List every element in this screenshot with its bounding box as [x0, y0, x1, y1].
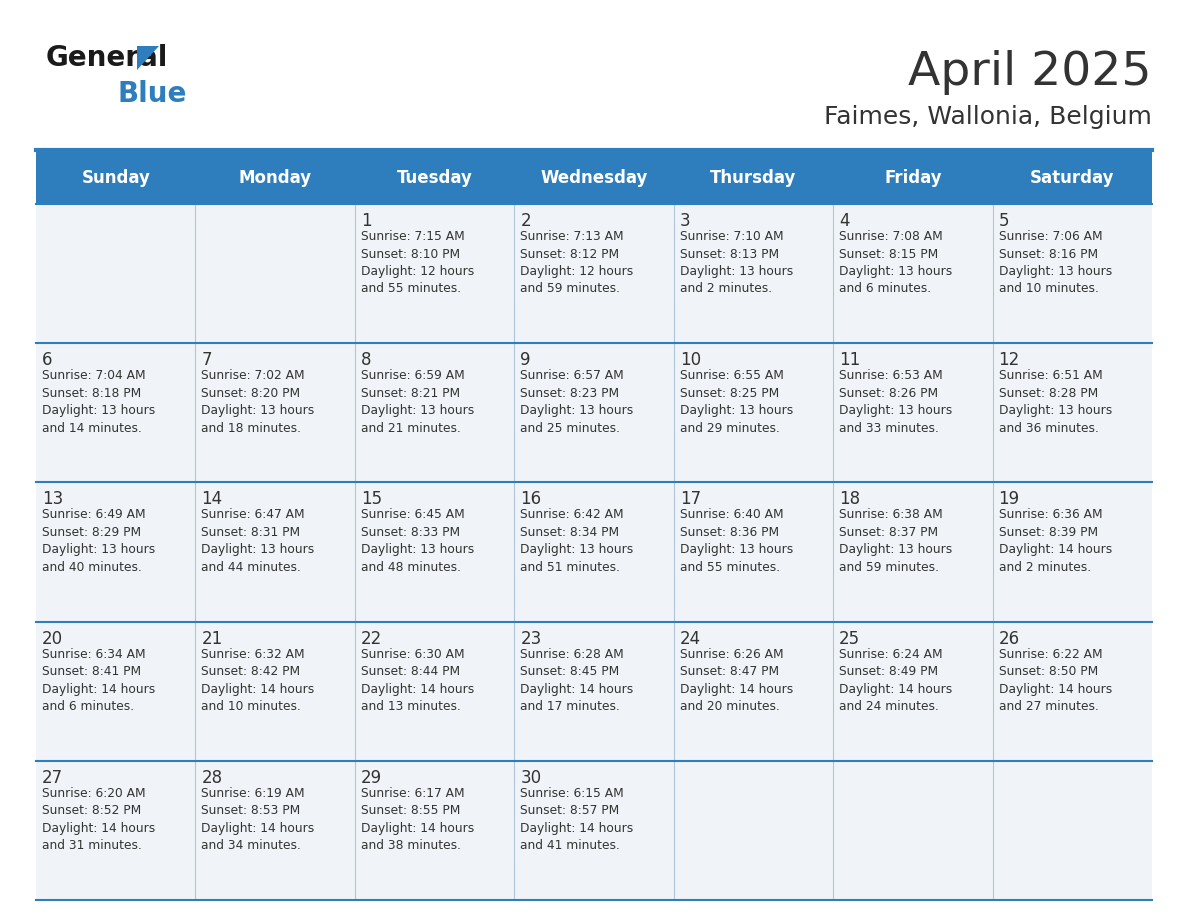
- Text: Sunrise: 7:10 AM
Sunset: 8:13 PM
Daylight: 13 hours
and 2 minutes.: Sunrise: 7:10 AM Sunset: 8:13 PM Dayligh…: [680, 230, 792, 296]
- Text: 5: 5: [999, 212, 1009, 230]
- Text: 13: 13: [42, 490, 63, 509]
- Text: Sunrise: 6:45 AM
Sunset: 8:33 PM
Daylight: 13 hours
and 48 minutes.: Sunrise: 6:45 AM Sunset: 8:33 PM Dayligh…: [361, 509, 474, 574]
- Text: 9: 9: [520, 352, 531, 369]
- Text: Sunrise: 6:57 AM
Sunset: 8:23 PM
Daylight: 13 hours
and 25 minutes.: Sunrise: 6:57 AM Sunset: 8:23 PM Dayligh…: [520, 369, 633, 435]
- Text: 14: 14: [202, 490, 222, 509]
- Text: 29: 29: [361, 768, 383, 787]
- Text: Sunrise: 6:26 AM
Sunset: 8:47 PM
Daylight: 14 hours
and 20 minutes.: Sunrise: 6:26 AM Sunset: 8:47 PM Dayligh…: [680, 647, 792, 713]
- Text: Monday: Monday: [239, 169, 311, 187]
- Text: Sunrise: 7:08 AM
Sunset: 8:15 PM
Daylight: 13 hours
and 6 minutes.: Sunrise: 7:08 AM Sunset: 8:15 PM Dayligh…: [839, 230, 953, 296]
- Text: 2: 2: [520, 212, 531, 230]
- Text: 27: 27: [42, 768, 63, 787]
- Text: 6: 6: [42, 352, 52, 369]
- Text: 10: 10: [680, 352, 701, 369]
- Text: Sunrise: 6:32 AM
Sunset: 8:42 PM
Daylight: 14 hours
and 10 minutes.: Sunrise: 6:32 AM Sunset: 8:42 PM Dayligh…: [202, 647, 315, 713]
- Text: 4: 4: [839, 212, 849, 230]
- Text: 8: 8: [361, 352, 372, 369]
- Text: 21: 21: [202, 630, 222, 647]
- Text: 11: 11: [839, 352, 860, 369]
- Bar: [36, 621, 1152, 761]
- Text: Sunrise: 6:40 AM
Sunset: 8:36 PM
Daylight: 13 hours
and 55 minutes.: Sunrise: 6:40 AM Sunset: 8:36 PM Dayligh…: [680, 509, 792, 574]
- Text: 17: 17: [680, 490, 701, 509]
- Text: April 2025: April 2025: [909, 50, 1152, 95]
- Text: Sunrise: 6:34 AM
Sunset: 8:41 PM
Daylight: 14 hours
and 6 minutes.: Sunrise: 6:34 AM Sunset: 8:41 PM Dayligh…: [42, 647, 156, 713]
- Text: Sunrise: 7:15 AM
Sunset: 8:10 PM
Daylight: 12 hours
and 55 minutes.: Sunrise: 7:15 AM Sunset: 8:10 PM Dayligh…: [361, 230, 474, 296]
- Text: Sunrise: 6:59 AM
Sunset: 8:21 PM
Daylight: 13 hours
and 21 minutes.: Sunrise: 6:59 AM Sunset: 8:21 PM Dayligh…: [361, 369, 474, 435]
- Bar: [36, 343, 1152, 482]
- Text: Sunrise: 6:49 AM
Sunset: 8:29 PM
Daylight: 13 hours
and 40 minutes.: Sunrise: 6:49 AM Sunset: 8:29 PM Dayligh…: [42, 509, 156, 574]
- Text: Sunrise: 7:04 AM
Sunset: 8:18 PM
Daylight: 13 hours
and 14 minutes.: Sunrise: 7:04 AM Sunset: 8:18 PM Dayligh…: [42, 369, 156, 435]
- Text: Sunrise: 6:55 AM
Sunset: 8:25 PM
Daylight: 13 hours
and 29 minutes.: Sunrise: 6:55 AM Sunset: 8:25 PM Dayligh…: [680, 369, 792, 435]
- Text: Sunrise: 7:13 AM
Sunset: 8:12 PM
Daylight: 12 hours
and 59 minutes.: Sunrise: 7:13 AM Sunset: 8:12 PM Dayligh…: [520, 230, 633, 296]
- Text: Saturday: Saturday: [1030, 169, 1114, 187]
- Text: Sunrise: 6:53 AM
Sunset: 8:26 PM
Daylight: 13 hours
and 33 minutes.: Sunrise: 6:53 AM Sunset: 8:26 PM Dayligh…: [839, 369, 953, 435]
- Text: Sunrise: 6:24 AM
Sunset: 8:49 PM
Daylight: 14 hours
and 24 minutes.: Sunrise: 6:24 AM Sunset: 8:49 PM Dayligh…: [839, 647, 953, 713]
- Text: 23: 23: [520, 630, 542, 647]
- Text: Sunrise: 6:22 AM
Sunset: 8:50 PM
Daylight: 14 hours
and 27 minutes.: Sunrise: 6:22 AM Sunset: 8:50 PM Dayligh…: [999, 647, 1112, 713]
- Text: 1: 1: [361, 212, 372, 230]
- Text: 12: 12: [999, 352, 1019, 369]
- Text: Wednesday: Wednesday: [541, 169, 647, 187]
- Text: 16: 16: [520, 490, 542, 509]
- Text: Sunrise: 6:30 AM
Sunset: 8:44 PM
Daylight: 14 hours
and 13 minutes.: Sunrise: 6:30 AM Sunset: 8:44 PM Dayligh…: [361, 647, 474, 713]
- Text: Sunrise: 7:06 AM
Sunset: 8:16 PM
Daylight: 13 hours
and 10 minutes.: Sunrise: 7:06 AM Sunset: 8:16 PM Dayligh…: [999, 230, 1112, 296]
- Text: Blue: Blue: [118, 80, 188, 108]
- Text: Sunrise: 6:15 AM
Sunset: 8:57 PM
Daylight: 14 hours
and 41 minutes.: Sunrise: 6:15 AM Sunset: 8:57 PM Dayligh…: [520, 787, 633, 852]
- Text: Sunrise: 6:20 AM
Sunset: 8:52 PM
Daylight: 14 hours
and 31 minutes.: Sunrise: 6:20 AM Sunset: 8:52 PM Dayligh…: [42, 787, 156, 852]
- Text: 28: 28: [202, 768, 222, 787]
- Text: 15: 15: [361, 490, 383, 509]
- Text: 22: 22: [361, 630, 383, 647]
- Bar: [36, 482, 1152, 621]
- Text: Tuesday: Tuesday: [397, 169, 473, 187]
- Text: 3: 3: [680, 212, 690, 230]
- Text: 7: 7: [202, 352, 211, 369]
- Text: Sunrise: 6:51 AM
Sunset: 8:28 PM
Daylight: 13 hours
and 36 minutes.: Sunrise: 6:51 AM Sunset: 8:28 PM Dayligh…: [999, 369, 1112, 435]
- Text: 30: 30: [520, 768, 542, 787]
- Bar: [36, 152, 1152, 204]
- Text: Friday: Friday: [884, 169, 942, 187]
- Text: 24: 24: [680, 630, 701, 647]
- Bar: [36, 204, 1152, 343]
- Text: Sunrise: 6:17 AM
Sunset: 8:55 PM
Daylight: 14 hours
and 38 minutes.: Sunrise: 6:17 AM Sunset: 8:55 PM Dayligh…: [361, 787, 474, 852]
- Text: Sunrise: 6:47 AM
Sunset: 8:31 PM
Daylight: 13 hours
and 44 minutes.: Sunrise: 6:47 AM Sunset: 8:31 PM Dayligh…: [202, 509, 315, 574]
- Text: Thursday: Thursday: [710, 169, 797, 187]
- Bar: [36, 761, 1152, 900]
- Text: 19: 19: [999, 490, 1019, 509]
- Text: Sunrise: 6:42 AM
Sunset: 8:34 PM
Daylight: 13 hours
and 51 minutes.: Sunrise: 6:42 AM Sunset: 8:34 PM Dayligh…: [520, 509, 633, 574]
- Text: Sunrise: 6:38 AM
Sunset: 8:37 PM
Daylight: 13 hours
and 59 minutes.: Sunrise: 6:38 AM Sunset: 8:37 PM Dayligh…: [839, 509, 953, 574]
- Text: Faimes, Wallonia, Belgium: Faimes, Wallonia, Belgium: [824, 105, 1152, 129]
- Polygon shape: [137, 46, 159, 70]
- Text: 20: 20: [42, 630, 63, 647]
- Text: Sunrise: 6:36 AM
Sunset: 8:39 PM
Daylight: 14 hours
and 2 minutes.: Sunrise: 6:36 AM Sunset: 8:39 PM Dayligh…: [999, 509, 1112, 574]
- Text: Sunrise: 7:02 AM
Sunset: 8:20 PM
Daylight: 13 hours
and 18 minutes.: Sunrise: 7:02 AM Sunset: 8:20 PM Dayligh…: [202, 369, 315, 435]
- Text: Sunrise: 6:28 AM
Sunset: 8:45 PM
Daylight: 14 hours
and 17 minutes.: Sunrise: 6:28 AM Sunset: 8:45 PM Dayligh…: [520, 647, 633, 713]
- Text: Sunday: Sunday: [81, 169, 150, 187]
- Text: 25: 25: [839, 630, 860, 647]
- Text: General: General: [46, 44, 169, 72]
- Text: 26: 26: [999, 630, 1019, 647]
- Text: Sunrise: 6:19 AM
Sunset: 8:53 PM
Daylight: 14 hours
and 34 minutes.: Sunrise: 6:19 AM Sunset: 8:53 PM Dayligh…: [202, 787, 315, 852]
- Text: 18: 18: [839, 490, 860, 509]
